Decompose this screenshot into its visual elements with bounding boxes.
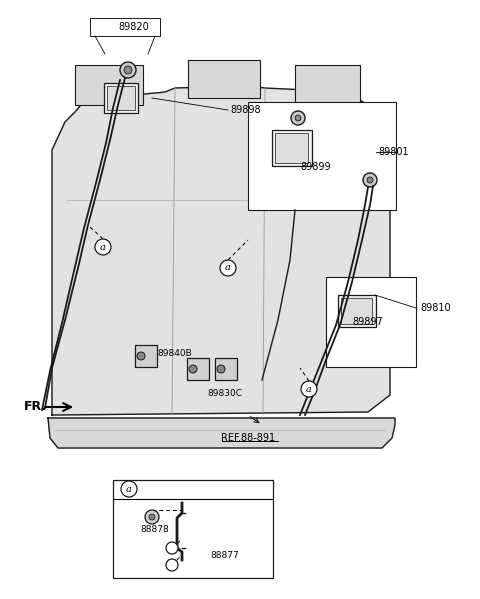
Bar [326, 277, 416, 367]
Text: REF.88-891: REF.88-891 [221, 433, 275, 443]
Text: 89897: 89897 [352, 317, 383, 327]
Text: 89801: 89801 [378, 147, 408, 157]
Circle shape [145, 510, 159, 524]
Text: 89898: 89898 [230, 105, 261, 115]
Bar [272, 130, 312, 166]
Text: a: a [100, 243, 106, 252]
Text: a: a [225, 264, 231, 273]
Circle shape [124, 66, 132, 74]
Bar [113, 480, 273, 578]
Text: a: a [306, 385, 312, 394]
Circle shape [121, 481, 137, 497]
Circle shape [166, 559, 178, 571]
Bar [187, 358, 209, 380]
Text: 89810: 89810 [420, 303, 451, 313]
Bar [107, 86, 135, 110]
Text: 89820: 89820 [118, 22, 149, 32]
Bar [215, 358, 237, 380]
Text: 89899: 89899 [300, 162, 331, 172]
Polygon shape [48, 418, 395, 448]
Circle shape [166, 542, 178, 554]
Bar [188, 60, 260, 98]
Text: 88878: 88878 [140, 525, 169, 534]
Circle shape [291, 111, 305, 125]
Circle shape [367, 177, 373, 183]
Circle shape [189, 365, 197, 373]
Polygon shape [52, 86, 390, 415]
Circle shape [120, 62, 136, 78]
Bar [90, 18, 160, 36]
Circle shape [217, 365, 225, 373]
Bar [295, 65, 360, 105]
Circle shape [220, 260, 236, 276]
Bar [338, 295, 376, 327]
Bar [75, 65, 143, 105]
Text: FR.: FR. [24, 401, 47, 413]
Text: a: a [126, 485, 132, 494]
Text: 88877: 88877 [210, 552, 239, 561]
Circle shape [301, 381, 317, 397]
Bar [275, 133, 308, 163]
Circle shape [137, 352, 145, 360]
Circle shape [95, 239, 111, 255]
Bar [248, 102, 396, 210]
Circle shape [363, 173, 377, 187]
Bar [135, 345, 157, 367]
Circle shape [149, 514, 155, 520]
Bar [104, 83, 138, 113]
Text: 89830C: 89830C [207, 389, 242, 398]
Bar [341, 298, 372, 324]
Text: 89840B: 89840B [157, 349, 192, 358]
Circle shape [295, 115, 301, 121]
